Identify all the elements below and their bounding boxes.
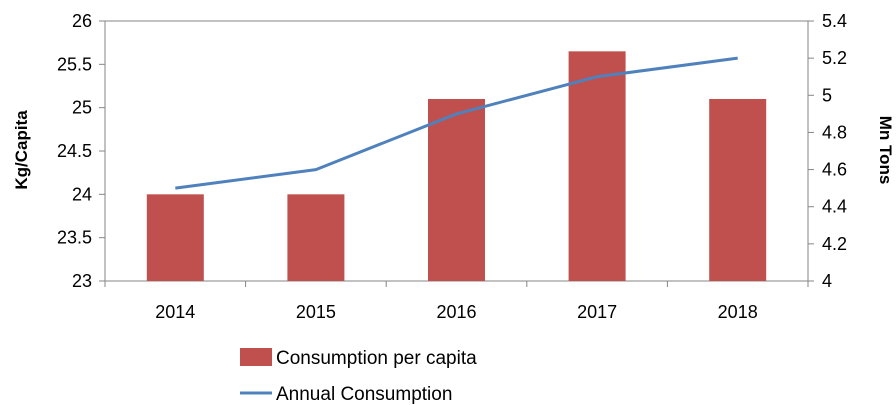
legend: Consumption per capita Annual Consumptio… xyxy=(240,348,477,405)
left-tick-label: 26 xyxy=(72,11,92,31)
x-tick-label-2015: 2015 xyxy=(296,302,336,322)
left-tick-label: 23.5 xyxy=(57,228,92,248)
x-tick-label-2017: 2017 xyxy=(577,302,617,322)
line-series xyxy=(175,56,738,190)
right-tick-label: 5.4 xyxy=(822,11,847,31)
left-tick-label: 24.5 xyxy=(57,141,92,161)
legend-label-line: Annual Consumption xyxy=(276,384,452,405)
right-tick-label: 4.4 xyxy=(822,197,847,217)
right-axis-ticks: 4 4.2 4.4 4.6 4.8 5 5.2 5.4 xyxy=(808,11,847,291)
left-tick-label: 24 xyxy=(72,184,92,204)
bar-2016 xyxy=(428,99,485,281)
bar-2014 xyxy=(146,194,204,281)
left-tick-label: 25.5 xyxy=(57,54,92,74)
right-tick-label: 4.6 xyxy=(822,160,847,180)
left-axis-title: Kg/Capita xyxy=(12,110,31,190)
bar-2018 xyxy=(709,99,767,281)
bar-2015 xyxy=(287,194,345,281)
right-tick-label: 4 xyxy=(822,271,832,291)
x-tick-label-2014: 2014 xyxy=(155,302,195,322)
line-annual-consumption xyxy=(175,56,738,190)
right-tick-label: 5.2 xyxy=(822,48,847,68)
x-tick-label-2016: 2016 xyxy=(436,302,476,322)
left-tick-label: 25 xyxy=(72,98,92,118)
legend-label-bar: Consumption per capita xyxy=(276,348,477,369)
left-tick-label: 23 xyxy=(72,271,92,291)
bar-2017 xyxy=(568,51,626,282)
right-axis-title: Mn Tons xyxy=(876,116,895,185)
legend-swatch-bar xyxy=(240,348,272,366)
x-axis-ticks: 2014 2015 2016 2017 2018 xyxy=(104,281,809,322)
right-tick-label: 5 xyxy=(822,85,832,105)
right-tick-label: 4.8 xyxy=(822,122,847,142)
bar-series xyxy=(146,51,767,282)
left-axis-ticks: 23 23.5 24 24.5 25 25.5 26 xyxy=(57,11,105,291)
x-tick-label-2018: 2018 xyxy=(718,302,758,322)
right-tick-label: 4.2 xyxy=(822,234,847,254)
